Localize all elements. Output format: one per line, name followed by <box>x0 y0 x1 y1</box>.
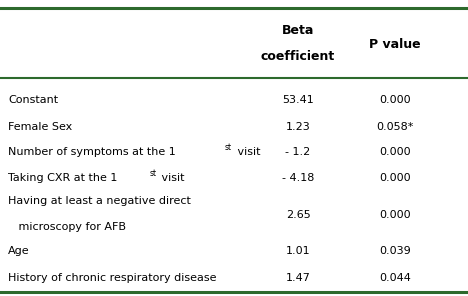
Text: Female Sex: Female Sex <box>8 122 72 132</box>
Text: 0.039: 0.039 <box>379 246 411 256</box>
Text: 0.044: 0.044 <box>379 273 411 283</box>
Text: st: st <box>149 169 156 178</box>
Text: coefficient: coefficient <box>261 51 335 64</box>
Text: History of chronic respiratory disease: History of chronic respiratory disease <box>8 273 217 283</box>
Text: - 4.18: - 4.18 <box>282 173 314 183</box>
Text: Constant: Constant <box>8 95 58 105</box>
Text: 0.000: 0.000 <box>379 147 411 157</box>
Text: 0.000: 0.000 <box>379 95 411 105</box>
Text: Age: Age <box>8 246 29 256</box>
Text: 53.41: 53.41 <box>282 95 314 105</box>
Text: 0.000: 0.000 <box>379 173 411 183</box>
Text: Having at least a negative direct: Having at least a negative direct <box>8 196 191 206</box>
Text: 1.47: 1.47 <box>285 273 310 283</box>
Text: 0.058*: 0.058* <box>376 122 414 132</box>
Text: microscopy for AFB: microscopy for AFB <box>8 222 126 232</box>
Text: visit: visit <box>234 147 260 157</box>
Text: P value: P value <box>369 38 421 51</box>
Text: st: st <box>225 143 232 152</box>
Text: - 1.2: - 1.2 <box>285 147 311 157</box>
Text: 2.65: 2.65 <box>285 210 310 220</box>
Text: 1.23: 1.23 <box>285 122 310 132</box>
Text: visit: visit <box>158 173 185 183</box>
Text: Number of symptoms at the 1: Number of symptoms at the 1 <box>8 147 176 157</box>
Text: 1.01: 1.01 <box>285 246 310 256</box>
Text: Taking CXR at the 1: Taking CXR at the 1 <box>8 173 117 183</box>
Text: Beta: Beta <box>282 25 314 38</box>
Text: 0.000: 0.000 <box>379 210 411 220</box>
